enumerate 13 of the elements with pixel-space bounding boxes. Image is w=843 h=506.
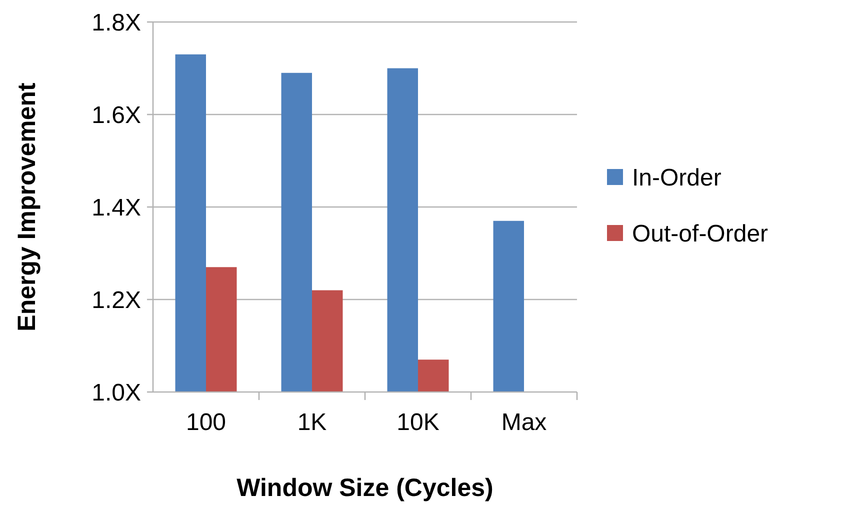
legend-label: Out-of-Order bbox=[632, 220, 768, 248]
y-tick-label: 1.6X bbox=[92, 102, 141, 129]
x-tick-label: 100 bbox=[186, 409, 226, 436]
x-tick-label: Max bbox=[501, 409, 547, 436]
y-tick-label: 1.4X bbox=[92, 194, 141, 222]
x-tick-label: 10K bbox=[396, 409, 440, 436]
legend-label: In-Order bbox=[632, 164, 722, 192]
x-axis-title: Window Size (Cycles) bbox=[236, 474, 494, 502]
y-tick-label: 1.8X bbox=[92, 9, 141, 36]
y-tick-label: 1.0X bbox=[92, 379, 141, 406]
y-axis-title: Energy Improvement bbox=[13, 82, 41, 332]
x-tick-label: 1K bbox=[297, 409, 327, 436]
y-tick-label: 1.2X bbox=[92, 286, 141, 314]
